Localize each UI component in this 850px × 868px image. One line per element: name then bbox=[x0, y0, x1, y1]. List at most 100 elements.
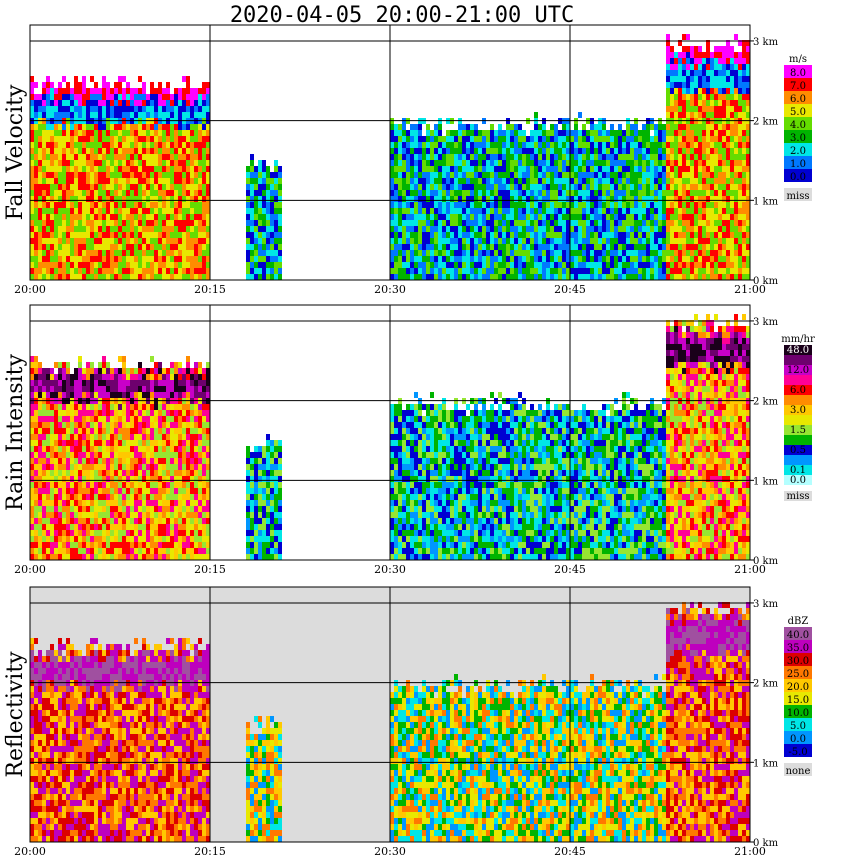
echo-cell bbox=[126, 100, 130, 106]
echo-cell bbox=[434, 262, 438, 268]
echo-cell bbox=[34, 244, 38, 250]
echo-cell bbox=[402, 250, 406, 256]
echo-cell bbox=[666, 154, 670, 160]
echo-cell bbox=[518, 208, 522, 214]
echo-cell bbox=[198, 256, 202, 262]
echo-cell bbox=[30, 226, 34, 232]
echo-cell bbox=[722, 160, 726, 166]
echo-cell bbox=[642, 124, 646, 130]
echo-cell bbox=[646, 178, 650, 184]
echo-cell bbox=[158, 160, 162, 166]
echo-cell bbox=[482, 202, 486, 208]
echo-cell bbox=[42, 214, 46, 220]
echo-cell bbox=[410, 208, 414, 214]
echo-cell bbox=[74, 434, 78, 440]
echo-cell bbox=[738, 136, 742, 142]
echo-cell bbox=[206, 262, 210, 268]
echo-cell bbox=[510, 196, 514, 202]
echo-cell bbox=[670, 208, 674, 214]
echo-cell bbox=[30, 148, 34, 154]
echo-cell bbox=[390, 142, 394, 148]
echo-cell bbox=[86, 386, 90, 392]
echo-cell bbox=[722, 220, 726, 226]
echo-cell bbox=[686, 142, 690, 148]
echo-cell bbox=[94, 464, 98, 470]
echo-cell bbox=[686, 274, 690, 280]
echo-cell bbox=[150, 250, 154, 256]
echo-cell bbox=[158, 244, 162, 250]
echo-cell bbox=[78, 154, 82, 160]
echo-cell bbox=[434, 256, 438, 262]
echo-cell bbox=[102, 524, 106, 530]
echo-cell bbox=[66, 512, 70, 518]
echo-cell bbox=[114, 166, 118, 172]
echo-cell bbox=[34, 422, 38, 428]
echo-cell bbox=[710, 274, 714, 280]
echo-cell bbox=[714, 238, 718, 244]
echo-cell bbox=[494, 238, 498, 244]
echo-cell bbox=[42, 106, 46, 112]
echo-cell bbox=[274, 202, 278, 208]
echo-cell bbox=[58, 148, 62, 154]
echo-cell bbox=[50, 452, 54, 458]
echo-cell bbox=[470, 124, 474, 130]
echo-cell bbox=[474, 226, 478, 232]
echo-cell bbox=[390, 226, 394, 232]
echo-cell bbox=[642, 268, 646, 274]
echo-cell bbox=[102, 380, 106, 386]
echo-cell bbox=[86, 464, 90, 470]
echo-cell bbox=[398, 268, 402, 274]
echo-cell bbox=[558, 250, 562, 256]
echo-cell bbox=[410, 142, 414, 148]
echo-cell bbox=[450, 136, 454, 142]
echo-cell bbox=[462, 136, 466, 142]
echo-cell bbox=[566, 184, 570, 190]
echo-cell bbox=[742, 178, 746, 184]
echo-cell bbox=[566, 244, 570, 250]
echo-cell bbox=[658, 268, 662, 274]
echo-cell bbox=[526, 166, 530, 172]
echo-cell bbox=[538, 268, 542, 274]
echo-cell bbox=[90, 268, 94, 274]
echo-cell bbox=[698, 130, 702, 136]
echo-cell bbox=[54, 434, 58, 440]
echo-cell bbox=[150, 238, 154, 244]
echo-cell bbox=[742, 148, 746, 154]
echo-cell bbox=[42, 392, 46, 398]
echo-cell bbox=[38, 380, 42, 386]
echo-cell bbox=[34, 536, 38, 542]
echo-cell bbox=[262, 238, 266, 244]
echo-cell bbox=[78, 494, 82, 500]
echo-cell bbox=[738, 76, 742, 82]
echo-cell bbox=[162, 142, 166, 148]
echo-cell bbox=[562, 262, 566, 268]
echo-cell bbox=[70, 446, 74, 452]
echo-cell bbox=[190, 214, 194, 220]
echo-cell bbox=[550, 136, 554, 142]
echo-cell bbox=[682, 226, 686, 232]
echo-cell bbox=[50, 518, 54, 524]
echo-cell bbox=[198, 172, 202, 178]
echo-cell bbox=[266, 244, 270, 250]
echo-cell bbox=[670, 160, 674, 166]
echo-cell bbox=[54, 172, 58, 178]
echo-cell bbox=[630, 148, 634, 154]
echo-cell bbox=[706, 94, 710, 100]
echo-cell bbox=[106, 142, 110, 148]
echo-cell bbox=[194, 130, 198, 136]
echo-cell bbox=[194, 166, 198, 172]
echo-cell bbox=[130, 172, 134, 178]
echo-cell bbox=[54, 536, 58, 542]
echo-cell bbox=[58, 476, 62, 482]
echo-cell bbox=[690, 52, 694, 58]
echo-cell bbox=[706, 214, 710, 220]
echo-cell bbox=[154, 244, 158, 250]
echo-cell bbox=[498, 226, 502, 232]
echo-cell bbox=[186, 268, 190, 274]
echo-cell bbox=[606, 268, 610, 274]
echo-cell bbox=[642, 142, 646, 148]
echo-cell bbox=[266, 250, 270, 256]
echo-cell bbox=[206, 160, 210, 166]
echo-cell bbox=[138, 190, 142, 196]
echo-cell bbox=[698, 184, 702, 190]
